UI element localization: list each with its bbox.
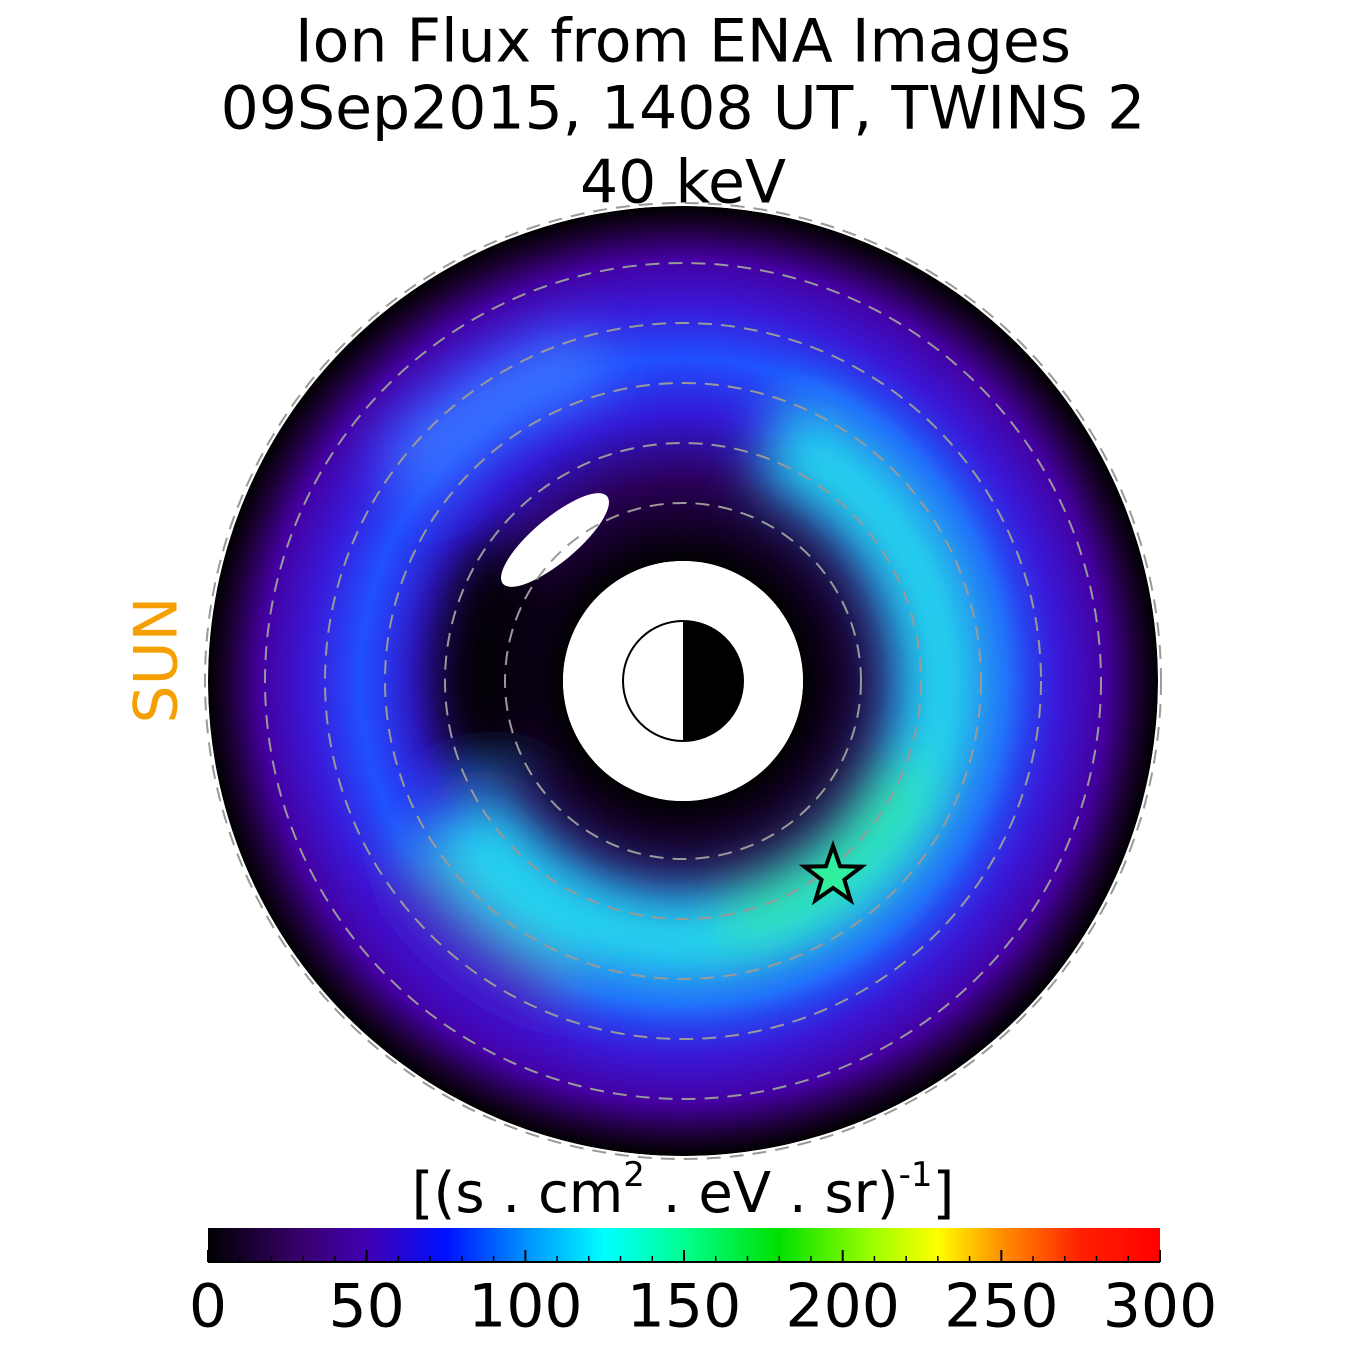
colorbar-tick-label: 300 (1103, 1272, 1218, 1342)
colorbar-tick-label: 50 (328, 1272, 404, 1342)
chart-title: 09Sep2015, 1408 UT, TWINS 2 (221, 74, 1146, 144)
colorbar-tick-label: 100 (468, 1272, 583, 1342)
white-patch (501, 493, 609, 587)
star-marker (798, 839, 868, 906)
chart-title: Ion Flux from ENA Images (295, 7, 1071, 77)
chart-title: 40 keV (580, 148, 786, 218)
l-shell-circles (204, 202, 1162, 1160)
colorbar-label: [(s . cm2 . eV . sr)-1] (412, 1155, 955, 1226)
colorbar-tick-label: 200 (785, 1272, 900, 1342)
colorbar-tick-label: 150 (627, 1272, 742, 1342)
colorbar-tick-label: 0 (189, 1272, 227, 1342)
sun-label: SUN (122, 597, 192, 724)
earth (622, 620, 744, 742)
colorbar-tick-label: 250 (944, 1272, 1059, 1342)
